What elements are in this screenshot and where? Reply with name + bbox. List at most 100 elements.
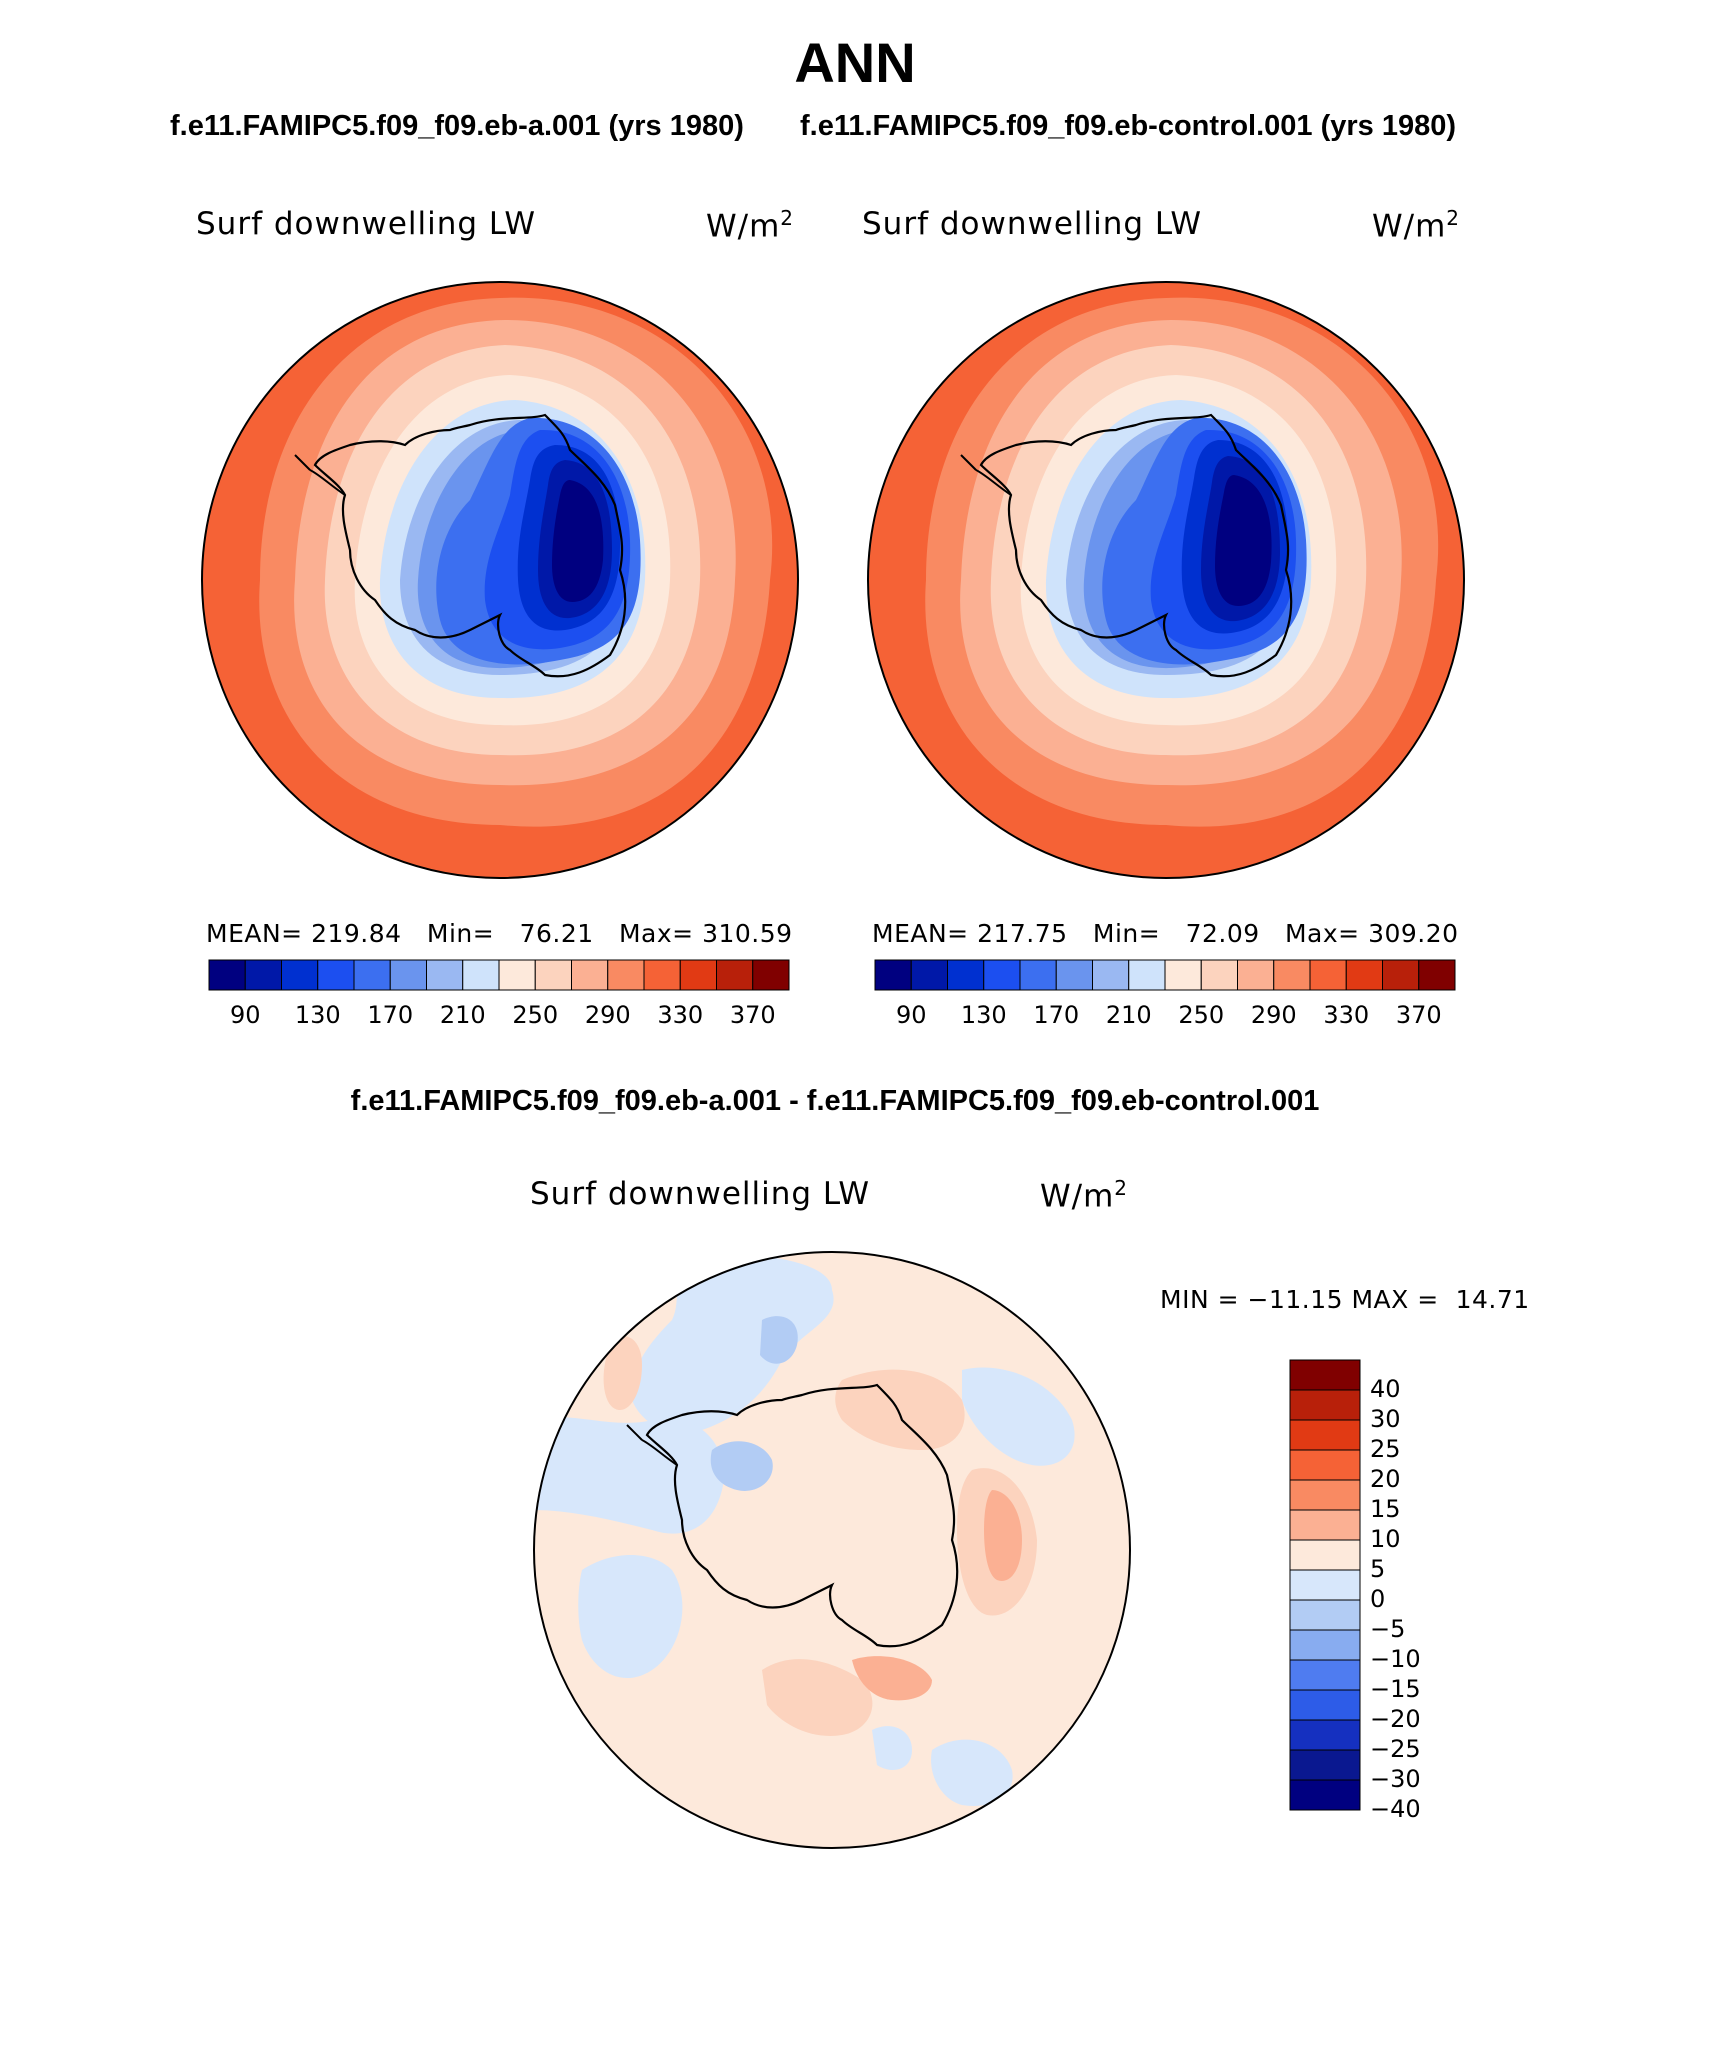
colorbar-b-tick-label: 90 (895, 1001, 927, 1029)
colorbar-diff-swatch (1289, 1659, 1361, 1691)
colorbar-diff-tick-label: −15 (1370, 1675, 1421, 1703)
colorbar-diff-swatch (1289, 1449, 1361, 1481)
case-title-b: f.e11.FAMIPC5.f09_f09.eb-control.001 (yr… (800, 110, 1457, 142)
units-label-b: W/m2 (1372, 206, 1461, 245)
colorbar-a-swatch (462, 959, 500, 991)
colorbar-a-swatch (716, 959, 754, 991)
colorbar-diff-tick-label: −40 (1370, 1795, 1421, 1823)
colorbar-diff-tick-label: −10 (1370, 1645, 1421, 1673)
colorbar-b-swatch (1309, 959, 1347, 991)
colorbar-diff-swatch (1289, 1689, 1361, 1721)
colorbar-a-swatch (607, 959, 645, 991)
stats-line-b: MEAN= 217.75 Min= 72.09 Max= 309.20 (872, 919, 1459, 948)
colorbar-diff-tick-label: −5 (1370, 1615, 1406, 1643)
colorbar-diff-swatch (1289, 1479, 1361, 1511)
colorbar-diff-swatch (1289, 1569, 1361, 1601)
colorbar-b-swatch (1055, 959, 1093, 991)
variable-label-diff: Surf downwelling LW (530, 1176, 871, 1212)
polar-map-diff (533, 1251, 1131, 1849)
colorbar-a-swatch (534, 959, 572, 991)
colorbar-a-ticks: 90 130 170 210 250 290 330 370 (209, 1001, 789, 1031)
colorbar-diff-ticks: 40 30 25 20 15 10 5 0 −5 −10 −15 −20 −25 −30 −40 (1370, 1360, 1470, 1823)
colorbar-a-swatch (389, 959, 427, 991)
colorbar-a-swatch (281, 959, 319, 991)
variable-label-b: Surf downwelling LW (862, 206, 1203, 242)
colorbar-b-tick-label: 210 (1105, 1001, 1152, 1029)
case-title-diff: f.e11.FAMIPC5.f09_f09.eb-a.001 - f.e11.F… (350, 1085, 1320, 1117)
main-title: ANN (794, 31, 916, 94)
colorbar-a-tick-label: 90 (229, 1001, 261, 1029)
colorbar-diff-swatch (1289, 1419, 1361, 1451)
colorbar-diff-swatch (1289, 1629, 1361, 1661)
stats-line-a: MEAN= 219.84 Min= 76.21 Max= 310.59 (206, 919, 793, 948)
colorbar-a-swatch (643, 959, 681, 991)
colorbar-diff-swatch (1289, 1719, 1361, 1751)
colorbar-b-tick-label: 330 (1323, 1001, 1370, 1029)
colorbar-b (874, 959, 1456, 991)
colorbar-diff-swatch (1289, 1779, 1361, 1811)
colorbar-b-swatch (983, 959, 1021, 991)
colorbar-diff-swatch (1289, 1539, 1361, 1571)
colorbar-diff-swatch (1289, 1359, 1361, 1391)
colorbar-a-tick-label: 250 (512, 1001, 559, 1029)
colorbar-b-tick-label: 250 (1178, 1001, 1225, 1029)
colorbar-diff-tick-label: −30 (1370, 1765, 1421, 1793)
colorbar-diff-swatch (1289, 1599, 1361, 1631)
polar-map-a (201, 281, 799, 879)
colorbar-diff-tick-label: −20 (1370, 1705, 1421, 1733)
variable-label-a: Surf downwelling LW (196, 206, 537, 242)
colorbar-a-swatch (244, 959, 282, 991)
colorbar-diff-tick-label: 15 (1370, 1495, 1401, 1523)
units-label-a: W/m2 (706, 206, 795, 245)
colorbar-b-swatch (1345, 959, 1383, 991)
colorbar-b-swatch (1237, 959, 1275, 991)
colorbar-diff-tick-label: −25 (1370, 1735, 1421, 1763)
colorbar-b-ticks: 90 130 170 210 250 290 330 370 (875, 1001, 1455, 1031)
colorbar-b-tick-label: 290 (1250, 1001, 1297, 1029)
colorbar-diff-tick-label: 30 (1370, 1405, 1401, 1433)
colorbar-diff-swatch (1289, 1509, 1361, 1541)
colorbar-a-tick-label: 290 (584, 1001, 631, 1029)
case-title-a: f.e11.FAMIPC5.f09_f09.eb-a.001 (yrs 1980… (170, 110, 744, 142)
colorbar-b-swatch (1164, 959, 1202, 991)
colorbar-b-tick-label: 130 (960, 1001, 1007, 1029)
colorbar-a-swatch (353, 959, 391, 991)
colorbar-a-tick-label: 170 (367, 1001, 414, 1029)
colorbar-b-swatch (1200, 959, 1238, 991)
colorbar-diff-tick-label: 25 (1370, 1435, 1401, 1463)
colorbar-a-tick-label: 370 (729, 1001, 776, 1029)
colorbar-diff-tick-label: 10 (1370, 1525, 1401, 1553)
colorbar-b-tick-label: 370 (1395, 1001, 1442, 1029)
colorbar-b-swatch (1019, 959, 1057, 991)
colorbar-diff-swatch (1289, 1389, 1361, 1421)
colorbar-a-swatch (208, 959, 246, 991)
colorbar-diff-tick-label: 0 (1370, 1585, 1386, 1613)
colorbar-b-swatch (1382, 959, 1420, 991)
colorbar-b-swatch (1273, 959, 1311, 991)
colorbar-b-swatch (947, 959, 985, 991)
colorbar-diff-tick-label: 5 (1370, 1555, 1386, 1583)
colorbar-diff (1289, 1359, 1361, 1811)
colorbar-b-swatch (1418, 959, 1456, 991)
colorbar-diff-tick-label: 20 (1370, 1465, 1401, 1493)
min-max-diff: MIN = −11.15 MAX = 14.71 (1160, 1285, 1530, 1314)
colorbar-a (208, 959, 790, 991)
colorbar-b-swatch (910, 959, 948, 991)
colorbar-b-tick-label: 170 (1033, 1001, 1080, 1029)
colorbar-a-swatch (498, 959, 536, 991)
colorbar-a-tick-label: 330 (657, 1001, 704, 1029)
units-label-diff: W/m2 (1040, 1176, 1129, 1215)
polar-map-b (867, 281, 1465, 879)
colorbar-a-tick-label: 210 (439, 1001, 486, 1029)
colorbar-b-swatch (1092, 959, 1130, 991)
colorbar-b-swatch (874, 959, 912, 991)
colorbar-b-swatch (1128, 959, 1166, 991)
colorbar-diff-swatch (1289, 1749, 1361, 1781)
colorbar-a-tick-label: 130 (294, 1001, 341, 1029)
colorbar-a-swatch (752, 959, 790, 991)
colorbar-a-swatch (317, 959, 355, 991)
colorbar-a-swatch (679, 959, 717, 991)
colorbar-a-swatch (571, 959, 609, 991)
colorbar-a-swatch (426, 959, 464, 991)
colorbar-diff-tick-label: 40 (1370, 1375, 1401, 1403)
